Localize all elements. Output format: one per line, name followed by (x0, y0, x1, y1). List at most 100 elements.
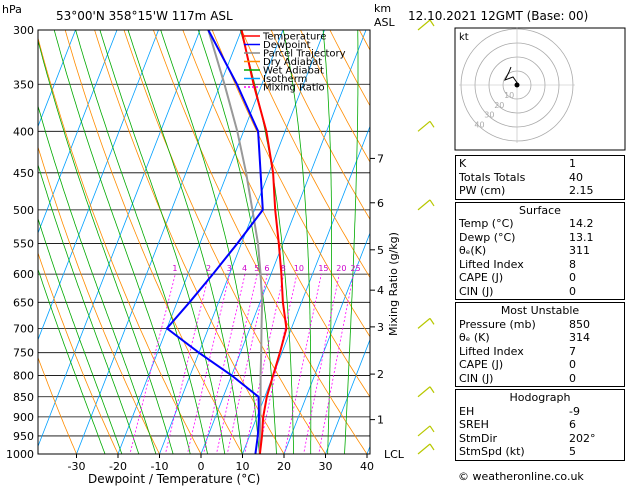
km-tick-label: 2 (377, 368, 384, 381)
wind-barb (417, 425, 435, 437)
mixing-ratio-label: 10 (294, 264, 304, 273)
x-axis-label: Dewpoint / Temperature (°C) (88, 472, 260, 486)
most-unstable-row: CAPE (J) 0 (459, 358, 621, 372)
surface-row: Lifted Index 8 (459, 258, 621, 272)
indices-box: K 1 Totals Totals 40 PW (cm) 2.15 (455, 155, 625, 200)
wet-adiabat-line (197, 30, 277, 454)
surface-label: Dewp (°C) (459, 230, 516, 244)
hodograph-table-value: 202° (569, 431, 596, 445)
wet-adiabat-line (75, 30, 208, 454)
index-value: 1 (569, 157, 576, 170)
mixing-ratio-line (303, 274, 340, 454)
plot-frame (37, 29, 371, 455)
indices-panel: K 1 Totals Totals 40 PW (cm) 2.15 Surface Tem… (455, 155, 625, 463)
mixing-ratio-line (129, 273, 176, 454)
index-value: 2.15 (569, 184, 594, 197)
surface-label: θₑ(K) (459, 244, 487, 257)
index-row: Totals Totals 40 (459, 171, 621, 185)
mixing-ratio-label: 1 (172, 264, 177, 273)
x-tick-label: 20 (277, 460, 291, 473)
hodograph-table-row: StmSpd (kt) 5 (459, 445, 621, 459)
km-label: km (374, 2, 391, 15)
copyright-footer: © weatheronline.co.uk (458, 470, 584, 483)
pressure-tick-label: 600 (13, 268, 34, 281)
pressure-tick-label: 400 (13, 125, 34, 138)
legend-label: Temperature (262, 32, 326, 43)
wet-adiabat-line (38, 268, 106, 454)
most-unstable-value: 7 (569, 344, 576, 358)
dry-adiabat-line (241, 30, 370, 279)
most-unstable-value: 0 (569, 371, 576, 385)
wet-adiabat-line (99, 30, 226, 454)
mixing-ratio-label: 15 (318, 264, 328, 273)
dry-adiabat-line (211, 30, 370, 338)
hpa-label: hPa (2, 3, 22, 16)
most-unstable-value: 0 (569, 358, 576, 371)
x-tick-label: 10 (236, 460, 250, 473)
isotherm-line (76, 30, 242, 454)
surface-value: 14.2 (569, 217, 594, 230)
hodograph-table-label: StmSpd (kt) (459, 445, 525, 458)
index-label: PW (cm) (459, 184, 506, 197)
hodograph-table-value: -9 (569, 404, 580, 418)
mixing-ratio-label: 8 (281, 264, 286, 273)
legend-label: Isotherm (263, 74, 307, 85)
mixing-ratio-label: 5 (254, 264, 259, 273)
most-unstable-label: Lifted Index (459, 344, 524, 358)
hodograph-table-box: Hodograph EH -9 SREH 6 StmDir 202° StmSpd (kt)… (455, 389, 625, 461)
surface-row: CIN (J) 0 (459, 285, 621, 299)
most-unstable-label: θₑ (K) (459, 331, 490, 344)
temperature-line (240, 30, 288, 454)
y-axis-label: Mixing Ratio (g/kg) (387, 232, 400, 336)
wet-adiabat-line (322, 30, 333, 454)
pressure-tick-label: 900 (13, 411, 34, 424)
dry-adiabat-line (300, 30, 370, 163)
hodograph-center-dot (514, 82, 520, 88)
index-label: K (459, 157, 467, 170)
mixing-ratio-line (318, 274, 354, 454)
most-unstable-value: 314 (569, 331, 590, 344)
dewpoint-line (165, 30, 264, 454)
hodograph-ring-label: 20 (494, 101, 504, 110)
legend-label: Mixing Ratio (263, 83, 325, 94)
legend-label: Dry Adiabat (263, 57, 322, 68)
wet-adiabat-line (344, 30, 359, 454)
surface-value: 0 (569, 284, 576, 298)
pressure-tick-label: 650 (13, 296, 34, 309)
most-unstable-label: Pressure (mb) (459, 317, 536, 331)
surface-row: Temp (°C) 14.2 (459, 217, 621, 231)
mixing-ratio-line (164, 274, 210, 454)
isotherm-line (117, 30, 284, 454)
pressure-tick-label: 950 (13, 430, 34, 443)
surface-label: Temp (°C) (459, 217, 514, 230)
wet-adiabat-line (160, 30, 260, 454)
index-row: PW (cm) 2.15 (459, 184, 621, 198)
most-unstable-row: Pressure (mb) 850 (459, 318, 621, 332)
wet-adiabat-line (38, 217, 123, 454)
wind-barb (417, 120, 435, 132)
dry-adiabat-line (38, 356, 77, 454)
pressure-tick-label: 750 (13, 347, 34, 360)
dry-adiabat-line (38, 145, 160, 454)
legend-label: Wet Adiabat (263, 66, 324, 77)
surface-value: 13.1 (569, 230, 594, 244)
dry-adiabat-line (182, 30, 370, 398)
pressure-tick-label: 450 (13, 167, 34, 180)
x-tick-label: -20 (109, 460, 127, 473)
km-tick-label: 5 (377, 244, 384, 257)
x-tick-label: 0 (198, 460, 205, 473)
dry-adiabat-line (64, 30, 243, 454)
most-unstable-label: CIN (J) (459, 371, 494, 385)
isotherm-line (38, 30, 201, 448)
hodograph-trace (503, 66, 519, 85)
hodograph-table-value: 6 (569, 418, 576, 431)
dry-adiabat-line (152, 30, 368, 454)
surface-row: Dewp (°C) 13.1 (459, 231, 621, 245)
isotherm-line (325, 338, 370, 454)
surface-label: CIN (J) (459, 284, 494, 298)
km-tick-label: 1 (377, 414, 384, 427)
wet-adiabat-line (53, 30, 191, 454)
asl-label: ASL (374, 16, 396, 29)
